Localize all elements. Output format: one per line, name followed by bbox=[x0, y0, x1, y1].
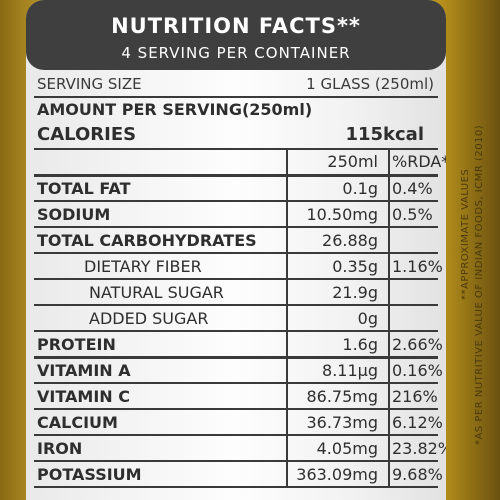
nutrient-amount: 1.6g bbox=[342, 335, 378, 354]
nutrient-name: VITAMIN C bbox=[37, 387, 130, 406]
calories-label: CALORIES bbox=[37, 124, 137, 145]
nutrient-rda: 2.66% bbox=[392, 335, 443, 354]
nutrient-amount: 0.35g bbox=[332, 257, 378, 276]
row-rule bbox=[34, 304, 438, 306]
row-rule bbox=[34, 382, 438, 384]
table-rule bbox=[34, 148, 438, 150]
nutrient-amount: 36.73mg bbox=[306, 413, 378, 432]
nutrient-rda: 23.82% bbox=[392, 439, 446, 458]
row-rule bbox=[34, 330, 438, 332]
nutrient-name: NATURAL SUGAR bbox=[89, 283, 224, 302]
nutrient-rda: 216% bbox=[392, 387, 438, 406]
column-header-amount: 250ml bbox=[327, 152, 378, 171]
calories-row: CALORIES 115kcal bbox=[34, 122, 438, 150]
row-rule bbox=[34, 200, 438, 202]
row-rule bbox=[34, 252, 438, 254]
column-rule bbox=[388, 148, 390, 488]
nutrient-amount: 10.50mg bbox=[306, 205, 378, 224]
calories-value: 115kcal bbox=[345, 124, 424, 145]
row-rule bbox=[34, 486, 438, 488]
nutrient-amount: 21.9g bbox=[332, 283, 378, 302]
approximate-values-note: **APPROXIMATE VALUES bbox=[460, 168, 471, 300]
nutrient-name: SODIUM bbox=[37, 205, 111, 224]
row-rule bbox=[34, 434, 438, 436]
nutrient-rda: 0.4% bbox=[392, 179, 433, 198]
nutrient-rda: 6.12% bbox=[392, 413, 443, 432]
row-rule bbox=[34, 226, 438, 228]
row-rule bbox=[34, 460, 438, 462]
nutrient-amount: 0.1g bbox=[342, 179, 378, 198]
nutrient-name: CALCIUM bbox=[37, 413, 118, 432]
servings-per-container: 4 SERVING PER CONTAINER bbox=[121, 44, 351, 62]
row-rule bbox=[34, 408, 438, 410]
nutrient-rda: 9.68% bbox=[392, 465, 443, 484]
nutrient-name: VITAMIN A bbox=[37, 361, 131, 380]
nutrient-amount: 8.11μg bbox=[322, 361, 378, 380]
nutrient-rda: 0.5% bbox=[392, 205, 433, 224]
nutrient-rda: 1.16% bbox=[392, 257, 443, 276]
nutrient-amount: 0g bbox=[357, 309, 378, 328]
nutrient-name: ADDED SUGAR bbox=[89, 309, 209, 328]
nutrient-name: TOTAL CARBOHYDRATES bbox=[37, 231, 257, 250]
column-header-rda: %RDA* bbox=[392, 152, 446, 171]
row-rule bbox=[34, 356, 438, 359]
nutrient-name: IRON bbox=[37, 439, 83, 458]
nutrient-amount: 4.05mg bbox=[316, 439, 378, 458]
nutrient-name: POTASSIUM bbox=[37, 465, 142, 484]
rda-source-note: *AS PER NUTRITIVE VALUE OF INDIAN FOODS,… bbox=[474, 124, 485, 445]
serving-size-value: 1 GLASS (250ml) bbox=[306, 75, 434, 93]
serving-size-row: SERVING SIZE 1 GLASS (250ml) bbox=[34, 72, 438, 98]
nutrient-amount: 363.09mg bbox=[296, 465, 378, 484]
table-rule bbox=[34, 174, 438, 177]
nutrition-title: NUTRITION FACTS** bbox=[111, 14, 361, 38]
nutrient-amount: 26.88g bbox=[322, 231, 378, 250]
column-rule bbox=[286, 148, 288, 488]
nutrient-amount: 86.75mg bbox=[306, 387, 378, 406]
amount-per-serving: AMOUNT PER SERVING(250ml) bbox=[37, 100, 313, 119]
nutrition-header: NUTRITION FACTS** 4 SERVING PER CONTAINE… bbox=[26, 0, 446, 70]
row-rule bbox=[34, 278, 438, 280]
nutrient-name: DIETARY FIBER bbox=[84, 257, 202, 276]
nutrition-panel: NUTRITION FACTS** 4 SERVING PER CONTAINE… bbox=[26, 0, 446, 500]
nutrient-rda: 0.16% bbox=[392, 361, 443, 380]
serving-size-label: SERVING SIZE bbox=[37, 75, 142, 93]
footnotes: **APPROXIMATE VALUES *AS PER NUTRITIVE V… bbox=[452, 125, 496, 460]
nutrient-name: PROTEIN bbox=[37, 335, 116, 354]
nutrient-name: TOTAL FAT bbox=[37, 179, 131, 198]
